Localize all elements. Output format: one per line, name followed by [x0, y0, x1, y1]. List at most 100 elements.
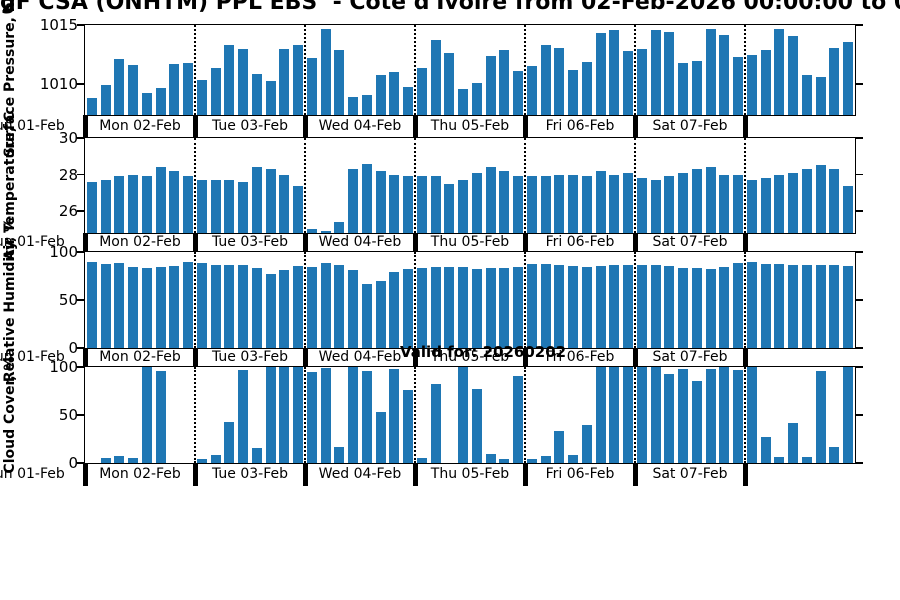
bar [623, 172, 634, 233]
bar [733, 57, 744, 115]
bar [636, 264, 647, 348]
bar [334, 264, 345, 348]
x-day-label: Mon 02-Feb [99, 118, 181, 134]
bar [361, 370, 372, 463]
bar [733, 174, 744, 233]
bar [169, 170, 180, 233]
x-left-edge-label: Sun 01-Feb [0, 234, 65, 250]
y-tick-label: 0 [68, 454, 78, 472]
bar [196, 79, 207, 115]
bar [416, 176, 427, 233]
y-tick-label: 28 [58, 165, 78, 184]
bar [334, 222, 345, 233]
bar [526, 263, 537, 348]
bar [320, 368, 331, 463]
bar [279, 367, 290, 463]
bar [815, 165, 826, 233]
bar [210, 67, 221, 115]
x-day-label: Sat 07-Feb [652, 118, 728, 134]
y-tick-mark [77, 251, 85, 253]
y-tick-mark [77, 462, 85, 464]
bar [485, 55, 496, 115]
bar [155, 267, 166, 348]
y-tick-mark [77, 83, 85, 85]
bar [471, 172, 482, 233]
x-day-label: Mon 02-Feb [99, 234, 181, 250]
y-tick-mark [855, 366, 863, 368]
y-tick-label: 30 [58, 129, 78, 147]
bar [650, 264, 661, 348]
bar [513, 375, 524, 463]
day-boundary-gridline [524, 138, 526, 233]
panel-plot-2 [84, 251, 856, 349]
day-boundary-tick [522, 233, 528, 252]
bar [843, 41, 854, 115]
bar [540, 456, 551, 463]
bar [609, 29, 620, 115]
bar [581, 424, 592, 463]
valid-for-label: Valid for: 20260202 [400, 343, 567, 361]
day-boundary-gridline [744, 138, 746, 233]
day-boundary-gridline [194, 25, 196, 115]
bar [568, 70, 579, 115]
x-day-label: Tue 03-Feb [211, 118, 288, 134]
bar [458, 367, 469, 463]
bar [141, 367, 152, 463]
x-day-label: Thu 05-Feb [430, 118, 510, 134]
y-tick-mark [77, 173, 85, 176]
bar [691, 381, 702, 463]
bar [540, 263, 551, 348]
y-tick-mark [77, 366, 85, 368]
bar [196, 180, 207, 233]
bar [183, 261, 194, 348]
bar [348, 367, 359, 463]
day-boundary-gridline [744, 252, 746, 348]
bar [581, 267, 592, 348]
y-tick-label: 50 [58, 406, 78, 424]
day-boundary-gridline [414, 252, 416, 348]
day-boundary-tick [82, 115, 88, 138]
day-boundary-gridline [634, 138, 636, 233]
y-tick-label: 100 [49, 358, 78, 376]
bar [471, 269, 482, 348]
day-boundary-tick [82, 348, 88, 367]
bar [361, 283, 372, 348]
bar [183, 62, 194, 115]
x-day-label: Thu 05-Feb [430, 466, 510, 482]
bar [760, 263, 771, 348]
bar [760, 437, 771, 463]
bar [389, 272, 400, 348]
bar [348, 169, 359, 233]
day-boundary-gridline [304, 138, 306, 233]
y-tick-mark [855, 83, 863, 85]
bar [746, 261, 757, 348]
panel-plot-0 [84, 24, 856, 116]
bar [361, 94, 372, 115]
bar [403, 176, 414, 233]
day-boundary-gridline [304, 367, 306, 463]
bar [320, 28, 331, 115]
bar [829, 47, 840, 115]
bar [540, 45, 551, 115]
bar [636, 48, 647, 115]
bar [444, 53, 455, 115]
y-tick-mark [77, 347, 85, 349]
bar [581, 61, 592, 115]
bar [306, 229, 317, 233]
bar [636, 178, 647, 233]
y-tick-label: 1010 [39, 75, 78, 94]
bar [155, 370, 166, 463]
day-boundary-gridline [194, 367, 196, 463]
bar [705, 167, 716, 233]
bar [265, 274, 276, 348]
bar [568, 266, 579, 348]
bar [595, 266, 606, 348]
y-tick-mark [77, 210, 85, 212]
bar [155, 87, 166, 115]
day-boundary-gridline [194, 138, 196, 233]
bar [650, 180, 661, 233]
bar [678, 368, 689, 463]
day-boundary-gridline [304, 252, 306, 348]
bar [251, 268, 262, 348]
